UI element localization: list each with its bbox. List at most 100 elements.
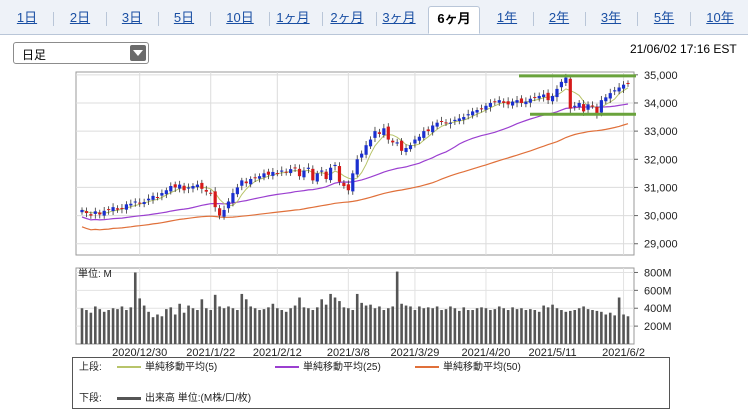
candle-body (160, 193, 164, 196)
candle-body (484, 105, 488, 110)
volume-tick-label: 200M (644, 321, 672, 333)
volume-bar (497, 306, 501, 344)
candle-body (107, 209, 111, 211)
tab-2[interactable]: 3日 (121, 10, 143, 25)
tab-6[interactable]: 2ヶ月 (330, 10, 364, 25)
volume-bar (506, 310, 510, 344)
volume-bar (600, 311, 603, 344)
tab-separator (269, 12, 270, 26)
candle-body (297, 168, 302, 177)
volume-bar (418, 306, 421, 344)
volume-bar (529, 309, 532, 344)
tab-separator (210, 12, 211, 26)
interval-select-value: 日足 (22, 48, 47, 62)
x-axis-label: 2021/4/20 (461, 347, 510, 359)
volume-bar (537, 311, 541, 344)
volume-bar (364, 305, 368, 344)
volume-bar (360, 302, 363, 344)
candle-body (155, 197, 160, 199)
volume-bar (471, 310, 474, 344)
volume-bar (142, 305, 146, 344)
price-tick-label: 33,000 (644, 126, 678, 138)
tab-12[interactable]: 5年 (653, 10, 675, 25)
candle-body (333, 164, 337, 167)
volume-bar (231, 308, 235, 344)
volume-bar (347, 308, 350, 344)
interval-select[interactable]: 日足 (13, 42, 149, 64)
tab-3[interactable]: 5日 (173, 10, 195, 25)
ma5-swatch (117, 366, 141, 369)
candle-body (573, 105, 577, 107)
candle-body (209, 192, 213, 194)
tab-4[interactable]: 10日 (226, 10, 254, 25)
volume-bar (453, 308, 457, 344)
candle-body (497, 100, 501, 103)
candle-body (355, 159, 359, 175)
volume-bar (409, 306, 412, 344)
tab-10[interactable]: 2年 (548, 10, 570, 25)
volume-bar (244, 299, 248, 344)
volume-tick-label: 800M (644, 267, 672, 279)
tab-9[interactable]: 1年 (496, 10, 518, 25)
volume-bar (116, 309, 119, 344)
legend-item-volume-label: 出来高 単位:(M株/口/枚) (145, 393, 252, 404)
volume-bar (293, 305, 297, 344)
volume-bar (307, 308, 310, 344)
volume-bar (351, 310, 355, 344)
candle-body (404, 148, 408, 152)
volume-bar (502, 308, 506, 344)
price-tick-label: 35,000 (644, 70, 678, 82)
candle-body (89, 214, 93, 216)
tab-8[interactable]: 6ヶ月 (428, 6, 480, 34)
candle-body (200, 182, 204, 189)
volume-bar (138, 298, 142, 344)
candle-body (195, 184, 200, 188)
volume-bar (577, 308, 581, 344)
volume-bar (489, 310, 492, 344)
candle-body (271, 171, 275, 176)
candle-body (621, 84, 626, 89)
volume-bar (236, 310, 239, 344)
candle-body (444, 122, 448, 124)
candle-body (426, 129, 430, 132)
candle-body (528, 98, 532, 103)
candle-body (311, 168, 315, 181)
tab-13[interactable]: 10年 (706, 10, 734, 25)
candle-body (417, 136, 421, 141)
volume-bar (178, 303, 181, 344)
volume-bar (626, 316, 630, 344)
candle-body (218, 208, 222, 216)
candle-body (342, 182, 346, 187)
volume-bar (520, 308, 523, 344)
candle-body (391, 140, 395, 143)
candle-body (226, 201, 231, 209)
volume-bar (546, 307, 550, 344)
tab-separator (637, 12, 638, 26)
candle-body (413, 139, 417, 144)
volume-bar (604, 314, 608, 344)
candle-body (542, 94, 546, 98)
candle-body (466, 114, 470, 116)
candle-body (577, 102, 581, 107)
volume-bar (302, 307, 306, 344)
volume-bar (329, 293, 332, 344)
candle-body (182, 185, 186, 191)
candle-body (84, 211, 89, 214)
candle-body (257, 176, 262, 179)
candle-body (306, 167, 310, 169)
tab-11[interactable]: 3年 (600, 10, 622, 25)
tab-separator (585, 12, 586, 26)
chevron-down-icon[interactable] (130, 45, 146, 61)
volume-bar (378, 306, 381, 344)
tab-0[interactable]: 1日 (16, 10, 38, 25)
volume-bar (98, 309, 102, 344)
volume-bar (324, 304, 328, 344)
candle-body (431, 125, 435, 133)
tab-7[interactable]: 3ヶ月 (382, 10, 416, 25)
volume-bar (156, 314, 159, 344)
ma25-line (81, 103, 629, 221)
tab-5[interactable]: 1ヶ月 (276, 10, 310, 25)
tab-1[interactable]: 2日 (69, 10, 91, 25)
legend-item-ma5: 単純移動平均(5) (117, 361, 217, 375)
candle-body (173, 184, 177, 188)
